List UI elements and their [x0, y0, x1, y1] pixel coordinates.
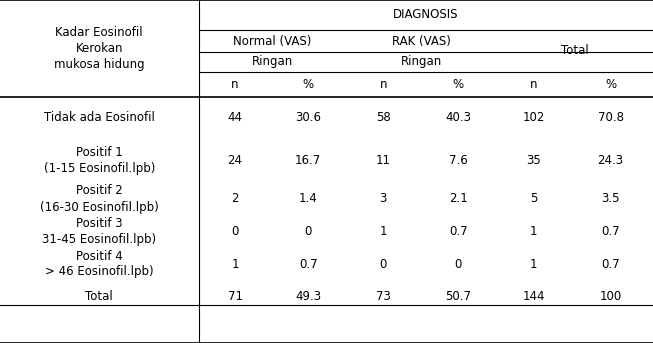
- Text: 144: 144: [522, 289, 545, 303]
- Text: Ringan: Ringan: [400, 56, 442, 69]
- Text: 71: 71: [228, 289, 242, 303]
- Text: Positif 1
(1-15 Eosinofil.lpb): Positif 1 (1-15 Eosinofil.lpb): [44, 146, 155, 175]
- Text: 2.1: 2.1: [449, 192, 468, 205]
- Text: Normal (VAS): Normal (VAS): [233, 35, 312, 47]
- Text: Total: Total: [561, 45, 588, 58]
- Text: Positif 3
31-45 Eosinofil.lpb): Positif 3 31-45 Eosinofil.lpb): [42, 217, 156, 246]
- Text: n: n: [231, 78, 239, 91]
- Text: DIAGNOSIS: DIAGNOSIS: [393, 9, 459, 22]
- Text: 73: 73: [376, 289, 390, 303]
- Text: 102: 102: [522, 111, 545, 124]
- Text: 3.5: 3.5: [601, 192, 620, 205]
- Text: 11: 11: [376, 154, 390, 167]
- Text: n: n: [379, 78, 387, 91]
- Text: 0: 0: [379, 258, 387, 271]
- Text: 1: 1: [231, 258, 239, 271]
- Text: Kadar Eosinofil
Kerokan
mukosa hidung: Kadar Eosinofil Kerokan mukosa hidung: [54, 26, 144, 71]
- Text: 24.3: 24.3: [597, 154, 624, 167]
- Text: 1.4: 1.4: [299, 192, 317, 205]
- Text: 0: 0: [454, 258, 462, 271]
- Text: 100: 100: [599, 289, 622, 303]
- Text: 0.7: 0.7: [601, 225, 620, 238]
- Text: 1: 1: [530, 225, 537, 238]
- Text: 0: 0: [231, 225, 239, 238]
- Text: %: %: [605, 78, 616, 91]
- Text: Ringan: Ringan: [252, 56, 293, 69]
- Text: 50.7: 50.7: [445, 289, 471, 303]
- Text: 5: 5: [530, 192, 537, 205]
- Text: 0.7: 0.7: [299, 258, 317, 271]
- Text: %: %: [302, 78, 314, 91]
- Text: 1: 1: [530, 258, 537, 271]
- Text: 35: 35: [526, 154, 541, 167]
- Text: 7.6: 7.6: [449, 154, 468, 167]
- Text: 2: 2: [231, 192, 239, 205]
- Text: Total: Total: [86, 289, 113, 303]
- Text: 16.7: 16.7: [295, 154, 321, 167]
- Text: 58: 58: [376, 111, 390, 124]
- Text: Positif 2
(16-30 Eosinofil.lpb): Positif 2 (16-30 Eosinofil.lpb): [40, 185, 159, 213]
- Text: Positif 4
> 46 Eosinofil.lpb): Positif 4 > 46 Eosinofil.lpb): [45, 249, 153, 279]
- Text: 0.7: 0.7: [449, 225, 468, 238]
- Text: %: %: [453, 78, 464, 91]
- Text: RAK (VAS): RAK (VAS): [392, 35, 451, 47]
- Text: 70.8: 70.8: [597, 111, 624, 124]
- Text: 30.6: 30.6: [295, 111, 321, 124]
- Text: 49.3: 49.3: [295, 289, 321, 303]
- Text: 0: 0: [304, 225, 312, 238]
- Text: 0.7: 0.7: [601, 258, 620, 271]
- Text: 24: 24: [228, 154, 242, 167]
- Text: 3: 3: [379, 192, 387, 205]
- Text: 1: 1: [379, 225, 387, 238]
- Text: n: n: [530, 78, 537, 91]
- Text: 44: 44: [228, 111, 242, 124]
- Text: 40.3: 40.3: [445, 111, 471, 124]
- Text: Tidak ada Eosinofil: Tidak ada Eosinofil: [44, 111, 155, 124]
